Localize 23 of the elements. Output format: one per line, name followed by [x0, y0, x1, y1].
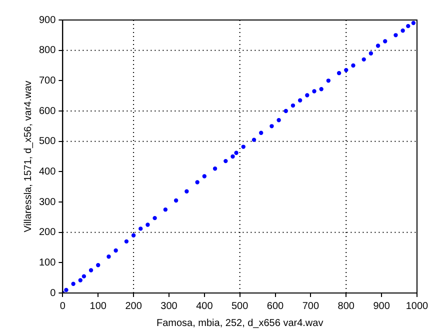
x-tick-label: 300 [160, 300, 178, 312]
y-tick-label: 100 [38, 257, 56, 268]
x-tick-label: 400 [196, 300, 214, 312]
x-tick-label: 700 [302, 300, 320, 312]
y-tick-label: 300 [38, 196, 56, 208]
y-tick-label: 500 [38, 136, 56, 148]
y-tick-label: 700 [38, 75, 56, 86]
x-tick-label: 600 [266, 300, 284, 312]
x-tick-label: 1000 [406, 300, 429, 312]
x-tick-label: 900 [373, 300, 390, 312]
x-tick-label: 0 [60, 300, 66, 312]
x-tick-label: 100 [90, 300, 107, 312]
x-tick-label: 200 [125, 300, 142, 312]
y-tick-label: 900 [38, 14, 56, 26]
y-axis-title: Villaressla, 1571, d_x56, var4.wav [22, 80, 34, 232]
x-axis-title: Famosa, mbia, 252, d_x656 var4.wav [156, 318, 324, 329]
x-tick-label: 500 [232, 300, 249, 312]
y-tick-label: 0 [50, 288, 56, 299]
y-tick-label: 800 [38, 45, 56, 56]
y-tick-label: 200 [38, 227, 56, 238]
y-tick-label: 600 [38, 106, 56, 117]
x-tick-label: 800 [338, 300, 355, 312]
y-tick-label: 400 [38, 166, 56, 178]
